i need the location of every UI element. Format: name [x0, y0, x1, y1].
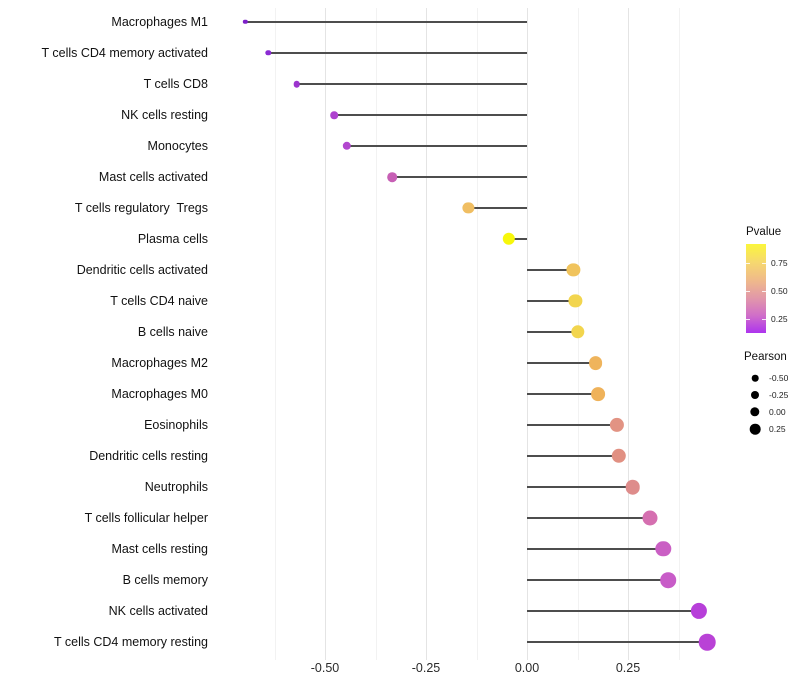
lollipop-dot — [566, 263, 581, 277]
pearson-legend-label: 0.25 — [769, 424, 786, 434]
lollipop-segment — [527, 393, 599, 395]
lollipop-segment — [334, 114, 527, 116]
lollipop-segment — [527, 579, 669, 581]
row-label: Plasma cells — [137, 232, 208, 246]
lollipop-dot — [591, 387, 605, 401]
lollipop-dot — [570, 325, 585, 339]
row-label: NK cells activated — [108, 604, 208, 618]
x-tick-label: 0.00 — [514, 661, 540, 675]
lollipop-dot — [691, 602, 708, 620]
gridline — [375, 8, 377, 660]
gridline — [426, 8, 427, 660]
pvalue-tick-mark — [746, 319, 750, 320]
lollipop-segment — [268, 52, 527, 54]
x-tick-label: -0.50 — [310, 661, 340, 675]
x-tick-label: 0.25 — [615, 661, 641, 675]
row-label: Monocytes — [147, 139, 208, 153]
lollipop-dot — [625, 479, 641, 495]
gridline — [476, 8, 478, 660]
row-label: T cells CD4 naive — [110, 294, 208, 308]
pvalue-colorbar — [746, 244, 766, 333]
gridline — [527, 8, 528, 660]
lollipop-segment — [296, 83, 527, 85]
pearson-legend-label: -0.50 — [769, 373, 789, 383]
pearson-legend-dot — [751, 374, 759, 382]
pvalue-tick-mark — [746, 263, 750, 264]
pearson-legend-dot — [751, 391, 759, 399]
lollipop-segment — [527, 548, 664, 550]
lollipop-dot — [330, 111, 339, 119]
lollipop-segment — [527, 331, 578, 333]
lollipop-segment — [468, 207, 527, 209]
lollipop-segment — [527, 362, 596, 364]
lollipop-segment — [527, 424, 617, 426]
pvalue-tick-label: 0.50 — [771, 286, 788, 296]
pvalue-legend-title: Pvalue — [746, 226, 782, 238]
row-label: Macrophages M2 — [111, 356, 208, 370]
gridline — [325, 8, 326, 660]
lollipop-segment — [527, 300, 576, 302]
lollipop-dot — [642, 510, 658, 526]
lollipop-dot — [265, 50, 272, 56]
row-label: Dendritic cells resting — [89, 449, 208, 463]
row-label: NK cells resting — [121, 108, 208, 122]
row-label: Dendritic cells activated — [76, 263, 208, 277]
pvalue-tick-mark — [762, 263, 766, 264]
lollipop-segment — [527, 269, 574, 271]
lollipop-dot — [698, 633, 716, 651]
row-label: Macrophages M1 — [111, 15, 208, 29]
row-label: T cells CD8 — [143, 77, 208, 91]
row-label: T cells follicular helper — [84, 511, 208, 525]
row-label: Eosinophils — [144, 418, 208, 432]
lollipop-segment — [527, 610, 700, 612]
lollipop-dot — [342, 141, 352, 151]
lollipop-dot — [588, 356, 603, 370]
pearson-legend-dot — [750, 407, 760, 417]
row-label: Macrophages M0 — [111, 387, 208, 401]
lollipop-segment — [508, 238, 527, 240]
x-tick-label: -0.25 — [411, 661, 441, 675]
lollipop-dot — [243, 19, 248, 25]
lollipop-segment — [392, 176, 527, 178]
pvalue-tick-label: 0.25 — [771, 314, 788, 324]
pvalue-tick-mark — [746, 291, 750, 292]
lollipop-dot — [655, 541, 671, 557]
gridline — [274, 8, 276, 660]
lollipop-segment — [245, 21, 527, 23]
pearson-legend-label: 0.00 — [769, 407, 786, 417]
row-label: Mast cells activated — [98, 170, 208, 184]
row-label: Neutrophils — [144, 480, 208, 494]
gridline — [628, 8, 629, 660]
pearson-legend-title: Pearson — [744, 351, 787, 363]
lollipop-dot — [462, 202, 474, 214]
lollipop-segment — [346, 145, 527, 147]
row-label: T cells CD4 memory activated — [41, 46, 209, 60]
gridline — [678, 8, 680, 660]
lollipop-dot — [609, 417, 624, 433]
row-label: T cells regulatory Tregs — [74, 201, 208, 215]
row-label: Mast cells resting — [111, 542, 208, 556]
lollipop-segment — [527, 455, 619, 457]
lollipop-dot — [611, 448, 626, 464]
lollipop-segment — [527, 641, 708, 643]
lollipop-dot — [660, 572, 677, 588]
row-label: B cells memory — [122, 573, 208, 587]
lollipop-dot — [387, 172, 397, 182]
pearson-legend-dot — [749, 423, 761, 435]
pearson-legend-label: -0.25 — [769, 390, 789, 400]
lollipop-dot — [502, 232, 516, 246]
pvalue-tick-mark — [762, 291, 766, 292]
lollipop-dot — [293, 80, 301, 88]
lollipop-dot — [568, 294, 583, 308]
lollipop-segment — [527, 486, 633, 488]
lollipop-segment — [527, 517, 651, 519]
pvalue-tick-mark — [762, 319, 766, 320]
pvalue-tick-label: 0.75 — [771, 258, 788, 268]
row-label: T cells CD4 memory resting — [54, 635, 208, 649]
row-label: B cells naive — [137, 325, 208, 339]
